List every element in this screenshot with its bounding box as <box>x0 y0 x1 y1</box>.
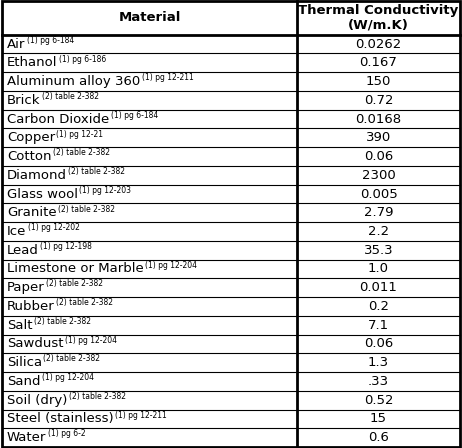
Text: 0.6: 0.6 <box>368 431 389 444</box>
Text: Rubber: Rubber <box>7 300 55 313</box>
Text: (2) table 2-382: (2) table 2-382 <box>43 354 100 363</box>
Text: Ice: Ice <box>7 225 26 238</box>
Text: Sawdust: Sawdust <box>7 337 63 350</box>
Text: Copper: Copper <box>7 131 55 144</box>
Text: (2) table 2-382: (2) table 2-382 <box>46 280 103 289</box>
Text: (1) pg 6-2: (1) pg 6-2 <box>48 430 85 439</box>
Text: Limestone or Marble: Limestone or Marble <box>7 263 144 276</box>
Text: 0.06: 0.06 <box>364 337 393 350</box>
Text: (1) pg 12-204: (1) pg 12-204 <box>65 336 117 345</box>
Text: Brick: Brick <box>7 94 41 107</box>
Text: (2) table 2-382: (2) table 2-382 <box>69 392 126 401</box>
Text: 0.167: 0.167 <box>359 56 397 69</box>
Text: Aluminum alloy 360: Aluminum alloy 360 <box>7 75 140 88</box>
Text: 0.2: 0.2 <box>368 300 389 313</box>
Text: 2.2: 2.2 <box>368 225 389 238</box>
Text: Air: Air <box>7 38 25 51</box>
Text: Glass wool: Glass wool <box>7 188 78 201</box>
Text: 0.06: 0.06 <box>364 150 393 163</box>
Text: (1) pg 12-211: (1) pg 12-211 <box>115 411 167 420</box>
Text: 0.52: 0.52 <box>364 394 393 407</box>
Text: (1) pg 12-21: (1) pg 12-21 <box>56 129 103 138</box>
Text: 0.005: 0.005 <box>359 188 397 201</box>
Text: (1) pg 12-202: (1) pg 12-202 <box>28 223 79 232</box>
Text: (2) table 2-382: (2) table 2-382 <box>53 148 110 157</box>
Text: Soil (dry): Soil (dry) <box>7 394 67 407</box>
Text: (2) table 2-382: (2) table 2-382 <box>56 298 113 307</box>
Text: 7.1: 7.1 <box>368 319 389 332</box>
Text: Diamond: Diamond <box>7 169 67 182</box>
Text: Carbon Dioxide: Carbon Dioxide <box>7 112 109 125</box>
Text: (2) table 2-382: (2) table 2-382 <box>68 167 125 176</box>
Text: Sand: Sand <box>7 375 41 388</box>
Text: 0.011: 0.011 <box>359 281 397 294</box>
Text: .33: .33 <box>368 375 389 388</box>
Text: 0.0262: 0.0262 <box>355 38 401 51</box>
Text: Thermal Conductivity
(W/m.K): Thermal Conductivity (W/m.K) <box>298 4 459 32</box>
Text: Silica: Silica <box>7 356 42 369</box>
Text: (1) pg 12-203: (1) pg 12-203 <box>79 186 131 195</box>
Text: Cotton: Cotton <box>7 150 51 163</box>
Text: (2) table 2-382: (2) table 2-382 <box>42 92 99 101</box>
Text: 0.0168: 0.0168 <box>355 112 401 125</box>
Text: 0.72: 0.72 <box>364 94 393 107</box>
Text: (1) pg 6-184: (1) pg 6-184 <box>110 111 158 120</box>
Text: (1) pg 12-204: (1) pg 12-204 <box>145 261 197 270</box>
Text: 15: 15 <box>370 413 387 426</box>
Text: (1) pg 6-184: (1) pg 6-184 <box>27 36 74 45</box>
Text: Material: Material <box>119 11 181 24</box>
Text: Salt: Salt <box>7 319 32 332</box>
Text: (2) table 2-382: (2) table 2-382 <box>34 317 91 326</box>
Text: 1.0: 1.0 <box>368 263 389 276</box>
Text: Granite: Granite <box>7 206 56 219</box>
Text: Lead: Lead <box>7 244 39 257</box>
Text: (1) pg 12-204: (1) pg 12-204 <box>42 373 94 382</box>
Text: (1) pg 12-198: (1) pg 12-198 <box>40 242 92 251</box>
Text: 2.79: 2.79 <box>364 206 393 219</box>
Text: Paper: Paper <box>7 281 45 294</box>
Text: 150: 150 <box>366 75 391 88</box>
Text: (2) table 2-382: (2) table 2-382 <box>58 204 115 214</box>
Text: 1.3: 1.3 <box>368 356 389 369</box>
Text: Steel (stainless): Steel (stainless) <box>7 413 114 426</box>
Text: Water: Water <box>7 431 46 444</box>
Text: Ethanol: Ethanol <box>7 56 57 69</box>
Text: 35.3: 35.3 <box>364 244 393 257</box>
Text: (1) pg 12-211: (1) pg 12-211 <box>141 73 193 82</box>
Text: 390: 390 <box>366 131 391 144</box>
Text: (1) pg 6-186: (1) pg 6-186 <box>59 55 106 64</box>
Text: 2300: 2300 <box>362 169 395 182</box>
